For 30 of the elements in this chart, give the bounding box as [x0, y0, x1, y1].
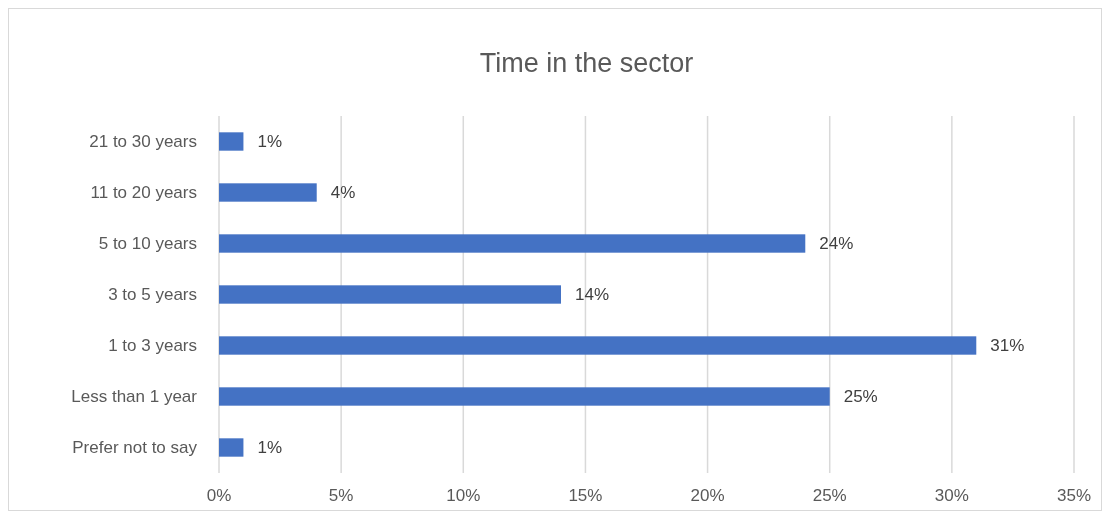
x-tick-label: 5% — [328, 485, 354, 505]
y-tick-label: Less than 1 year — [71, 387, 198, 407]
y-tick-label: 1 to 3 years — [108, 336, 197, 356]
data-label: 31% — [990, 336, 1025, 356]
y-tick-label: 3 to 5 years — [108, 285, 197, 305]
x-tick-label: 30% — [934, 485, 969, 505]
data-label: 1% — [257, 132, 283, 152]
x-tick-label: 35% — [1056, 485, 1092, 505]
y-tick-label: Prefer not to say — [72, 438, 198, 458]
bar — [219, 132, 244, 151]
bar — [219, 285, 561, 304]
data-label: 1% — [257, 438, 283, 458]
bar — [219, 234, 806, 253]
chart-title: Time in the sector — [479, 48, 694, 79]
bar — [219, 183, 317, 202]
x-tick-label: 0% — [206, 485, 232, 505]
data-label: 14% — [575, 285, 610, 305]
x-tick-label: 10% — [446, 485, 481, 505]
data-label: 25% — [843, 387, 878, 407]
y-tick-label: 11 to 20 years — [90, 183, 197, 203]
y-tick-label: 5 to 10 years — [98, 234, 197, 254]
bar — [219, 336, 977, 355]
data-label: 24% — [819, 234, 854, 254]
x-tick-label: 20% — [690, 485, 725, 505]
data-label: 4% — [330, 183, 356, 203]
bar — [219, 387, 830, 406]
y-tick-label: 21 to 30 years — [89, 132, 197, 152]
bar — [219, 438, 244, 457]
x-tick-label: 15% — [568, 485, 603, 505]
x-tick-label: 25% — [812, 485, 847, 505]
